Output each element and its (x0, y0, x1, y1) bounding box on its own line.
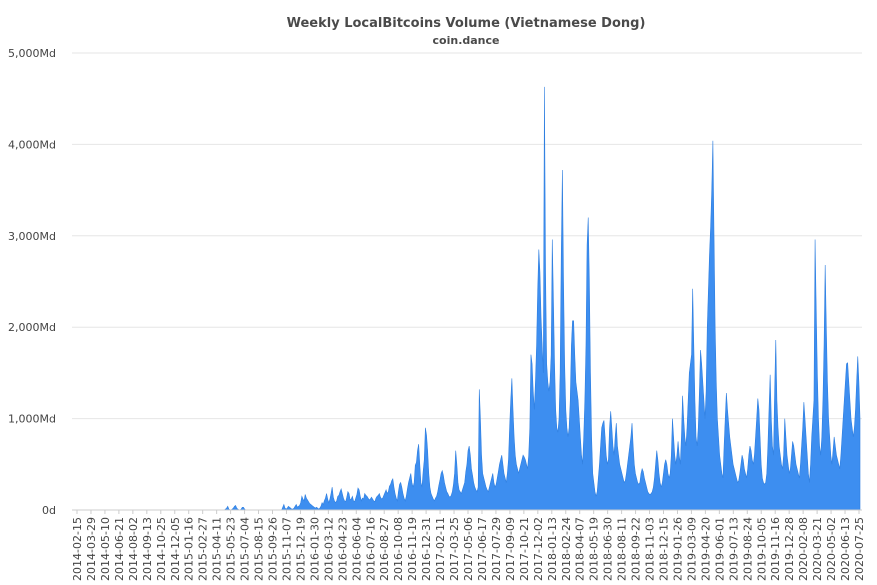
x-tick-label: 2020-06-13 (839, 517, 852, 581)
x-tick-label: 2018-01-13 (546, 517, 559, 581)
x-tick-label: 2014-05-10 (99, 517, 112, 581)
x-tick-label: 2017-02-11 (434, 517, 447, 581)
chart-title: Weekly LocalBitcoins Volume (Vietnamese … (287, 16, 646, 31)
x-tick-label: 2018-04-07 (574, 517, 587, 581)
x-tick-label: 2019-08-24 (741, 517, 754, 581)
x-tick-label: 2018-08-11 (616, 517, 629, 581)
x-tick-label: 2014-12-05 (169, 517, 182, 581)
x-tick-label: 2018-09-22 (630, 517, 643, 581)
x-tick-label: 2015-12-19 (294, 517, 307, 581)
x-tick-label: 2019-01-26 (671, 517, 684, 581)
x-tick-label: 2015-08-15 (253, 517, 266, 581)
x-tick-label: 2020-07-25 (853, 517, 866, 581)
x-tick-label: 2018-12-15 (658, 517, 671, 581)
x-tick-label: 2016-10-08 (392, 517, 405, 581)
x-tick-label: 2016-11-19 (406, 517, 419, 581)
x-tick-label: 2015-04-11 (211, 517, 224, 581)
x-tick-label: 2016-12-31 (420, 517, 433, 581)
x-tick-label: 2016-01-30 (308, 517, 321, 581)
x-tick-label: 2017-03-25 (448, 517, 461, 581)
x-tick-label: 2017-07-29 (490, 517, 503, 581)
x-tick-label: 2019-04-20 (699, 517, 712, 581)
x-tick-label: 2020-02-08 (797, 517, 810, 581)
x-tick-label: 2019-11-16 (769, 517, 782, 581)
x-tick-label: 2017-10-21 (518, 517, 531, 581)
x-tick-label: 2015-01-16 (183, 517, 196, 581)
plot-area (75, 86, 861, 511)
x-tick-label: 2015-02-27 (197, 517, 210, 581)
y-tick-label: 4,000Md (8, 138, 56, 151)
y-tick-label: 2,000Md (8, 321, 56, 334)
y-tick-label: 1,000Md (8, 413, 56, 426)
x-tick-label: 2014-02-15 (71, 517, 84, 581)
volume-area (75, 86, 861, 511)
x-tick-label: 2014-10-25 (155, 517, 168, 581)
x-tick-label: 2019-03-09 (685, 517, 698, 581)
chart-subtitle: coin.dance (433, 34, 500, 47)
x-tick-label: 2016-07-16 (364, 517, 377, 581)
x-tick-label: 2019-06-01 (713, 517, 726, 581)
y-tick-label: 5,000Md (8, 47, 56, 60)
y-tick-label: 3,000Md (8, 230, 56, 243)
x-tick-label: 2018-02-24 (560, 517, 573, 581)
x-tick-label: 2019-07-13 (727, 517, 740, 581)
x-tick-label: 2014-08-02 (127, 517, 140, 581)
gridlines (72, 52, 862, 511)
x-tick-label: 2016-04-23 (336, 517, 349, 581)
x-tick-label: 2017-06-17 (476, 517, 489, 581)
x-axis: 2014-02-15 2014-03-29 2014-05-10 2014-06-21… (71, 510, 866, 581)
x-tick-label: 2020-05-02 (825, 517, 838, 581)
x-tick-label: 2015-09-26 (267, 517, 280, 581)
x-tick-label: 2020-03-21 (811, 517, 824, 581)
x-tick-label: 2015-05-23 (225, 517, 238, 581)
x-tick-label: 2017-05-06 (462, 517, 475, 581)
y-tick-label: 0d (42, 504, 56, 517)
x-tick-label: 2015-11-07 (280, 517, 293, 581)
x-tick-label: 2019-12-28 (783, 517, 796, 581)
x-tick-label: 2017-12-02 (532, 517, 545, 581)
x-tick-label: 2016-08-27 (378, 517, 391, 581)
x-tick-label: 2014-09-13 (141, 517, 154, 581)
x-tick-label: 2014-03-29 (85, 517, 98, 581)
x-tick-label: 2014-06-21 (113, 517, 126, 581)
x-tick-label: 2018-06-30 (602, 517, 615, 581)
y-axis: 0d 1,000Md 2,000Md 3,000Md 4,000Md 5,000Md (8, 47, 56, 517)
x-tick-label: 2016-06-04 (350, 517, 363, 581)
x-tick-label: 2017-09-09 (504, 517, 517, 581)
x-tick-label: 2016-03-12 (322, 517, 335, 581)
x-tick-label: 2018-05-19 (588, 517, 601, 581)
x-tick-label: 2019-10-05 (755, 517, 768, 581)
x-tick-label: 2015-07-04 (239, 517, 252, 581)
x-tick-label: 2018-11-03 (644, 517, 657, 581)
